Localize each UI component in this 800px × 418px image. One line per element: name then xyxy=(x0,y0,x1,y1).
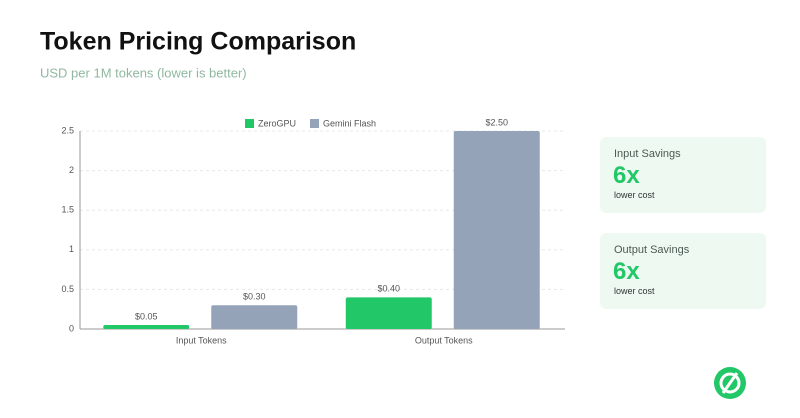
legend-label: ZeroGPU xyxy=(258,118,296,128)
savings-card: Input Savings 6x lower cost xyxy=(600,137,766,213)
savings-card: Output Savings 6x lower cost xyxy=(600,233,766,309)
card-note: lower cost xyxy=(614,190,655,200)
card-value: 6x xyxy=(613,162,640,189)
chart-title: Token Pricing Comparison xyxy=(40,28,356,56)
card-label: Output Savings xyxy=(614,244,690,256)
logo-ring xyxy=(719,372,741,394)
y-tick-label: 0.5 xyxy=(61,284,74,294)
y-tick-label: 1 xyxy=(69,244,74,254)
chart-subtitle: USD per 1M tokens (lower is better) xyxy=(40,65,247,80)
card-note: lower cost xyxy=(614,286,655,296)
x-tick-label: Input Tokens xyxy=(176,335,227,345)
legend-swatch xyxy=(310,119,320,128)
card-label: Input Savings xyxy=(614,148,681,160)
value-label: $0.05 xyxy=(135,311,158,321)
legend-label: Gemini Flash xyxy=(323,118,376,128)
bar xyxy=(103,325,190,329)
x-tick-label: Output Tokens xyxy=(415,335,473,345)
bar xyxy=(453,131,540,329)
value-label: $2.50 xyxy=(485,117,508,127)
logo-slash xyxy=(721,372,739,394)
bar xyxy=(345,297,432,329)
bar xyxy=(211,305,298,329)
y-tick-label: 2 xyxy=(69,165,74,175)
value-label: $0.30 xyxy=(243,292,266,302)
y-tick-label: 1.5 xyxy=(61,205,74,215)
logo xyxy=(714,367,746,399)
card-value: 6x xyxy=(613,258,640,285)
legend-swatch xyxy=(245,119,254,128)
y-tick-label: 2.5 xyxy=(61,125,74,135)
value-label: $0.40 xyxy=(377,284,400,294)
y-tick-label: 0 xyxy=(69,323,74,333)
